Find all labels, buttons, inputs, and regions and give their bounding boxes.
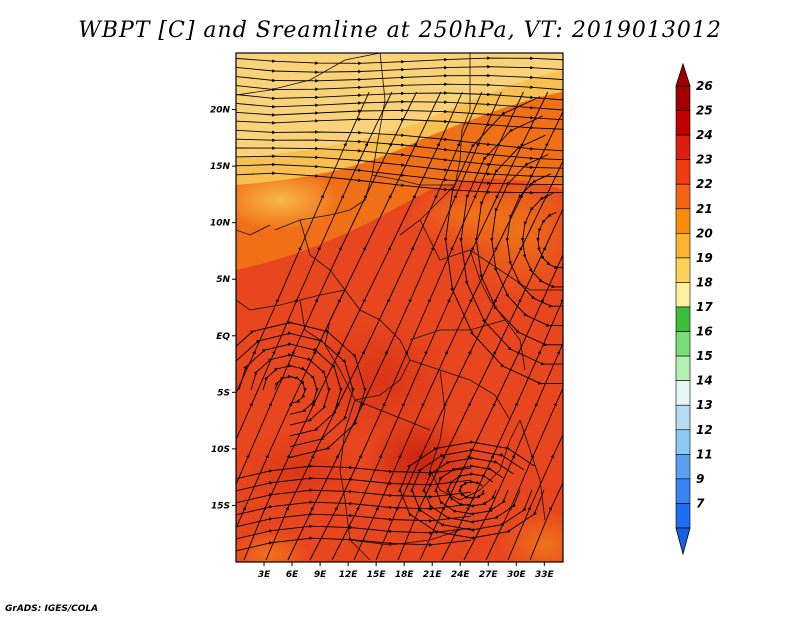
lat-tick-label: EQ	[216, 332, 230, 342]
colorbar-segment	[675, 257, 691, 283]
colorbar-segment	[675, 355, 691, 381]
colorbar-label: 9	[696, 472, 704, 486]
colorbar: 26 25 24 23 22 21 20 19 18 17 16 15 14 13 12 11 9 7	[675, 62, 713, 556]
colorbar-label: 15	[696, 349, 713, 363]
latitude-axis: 20N 15N 10N 5N EQ 5S 10S 15S	[210, 106, 236, 511]
streamline	[236, 73, 563, 83]
lon-tick-label: 21E	[423, 570, 443, 580]
colorbar-label: 24	[696, 128, 713, 142]
streamline	[236, 64, 563, 74]
lat-tick-label: 5S	[217, 388, 230, 398]
map-frame	[235, 52, 564, 563]
colorbar-segment	[675, 159, 691, 185]
colorbar-segment	[675, 134, 691, 160]
streamline	[236, 488, 472, 504]
colorbar-segment	[675, 380, 691, 406]
streamlines	[236, 56, 563, 561]
lat-tick-label: 15S	[211, 501, 230, 511]
colorbar-label: 7	[696, 496, 705, 510]
colorbar-high-arrow	[675, 62, 691, 87]
lon-tick-label: 27E	[479, 570, 499, 580]
colorbar-label: 18	[696, 275, 713, 289]
colorbar-segment	[675, 429, 691, 455]
lon-tick-label: 18E	[395, 570, 415, 580]
chart-title: WBPT [C] and Sreamline at 250hPa, VT: 20…	[78, 18, 722, 43]
lon-tick-label: 3E	[258, 570, 271, 580]
lat-tick-label: 5N	[216, 275, 230, 285]
colorbar-label: 17	[696, 300, 713, 314]
streamline	[236, 320, 367, 458]
colorbar-segment	[675, 85, 691, 111]
colorbar-segment	[675, 404, 691, 431]
colorbar-segment	[675, 331, 691, 357]
colorbar-label: 20	[696, 226, 713, 240]
colorbar-label: 13	[696, 398, 713, 412]
colorbar-segment	[675, 110, 691, 136]
colorbar-segment	[675, 503, 691, 529]
streamline	[236, 464, 472, 480]
colorbar-label: 16	[696, 325, 713, 339]
footer-credit: GrADS: IGES/COLA	[5, 604, 99, 614]
streamline	[236, 91, 563, 101]
streamline	[236, 500, 472, 516]
colorbar-label: 26	[696, 79, 713, 93]
lat-tick-label: 10S	[211, 445, 230, 455]
colorbar-label: 11	[696, 447, 713, 461]
colorbar-label: 22	[696, 177, 713, 191]
colorbar-segment	[675, 233, 691, 259]
lon-tick-label: 15E	[367, 570, 387, 580]
colorbar-label: 21	[696, 202, 713, 216]
colorbar-segment	[675, 208, 691, 234]
lon-tick-label: 33E	[535, 570, 555, 580]
streamline	[236, 524, 472, 540]
lon-tick-label: 6E	[286, 570, 299, 580]
streamline	[236, 536, 472, 552]
streamline	[507, 142, 563, 561]
lat-tick-label: 10N	[210, 219, 231, 229]
lat-tick-label: 20N	[210, 106, 231, 116]
lon-tick-label: 12E	[339, 570, 359, 580]
streamline	[443, 96, 563, 386]
colorbar-label: 25	[696, 104, 713, 118]
streamline	[236, 476, 472, 492]
colorbar-label: 23	[696, 153, 713, 167]
lon-tick-label: 24E	[451, 570, 471, 580]
lon-tick-label: 9E	[314, 570, 327, 580]
colorbar-label: 12	[696, 423, 713, 437]
colorbar-low-arrow	[675, 527, 691, 556]
colorbar-segment	[675, 282, 691, 308]
colorbar-segment	[675, 454, 691, 480]
streamline	[236, 82, 563, 92]
colorbar-segment	[675, 306, 691, 332]
streamline	[236, 512, 472, 528]
colorbar-segment	[675, 478, 691, 504]
colorbar-segment	[675, 183, 691, 210]
streamline	[236, 56, 563, 66]
lat-tick-label: 15N	[210, 162, 231, 172]
longitude-axis: 3E 6E 9E 12E 15E 18E 21E 24E 27E 30E 33E	[258, 562, 555, 580]
colorbar-label: 19	[696, 251, 713, 265]
lon-tick-label: 30E	[507, 570, 527, 580]
colorbar-label: 14	[696, 374, 713, 388]
